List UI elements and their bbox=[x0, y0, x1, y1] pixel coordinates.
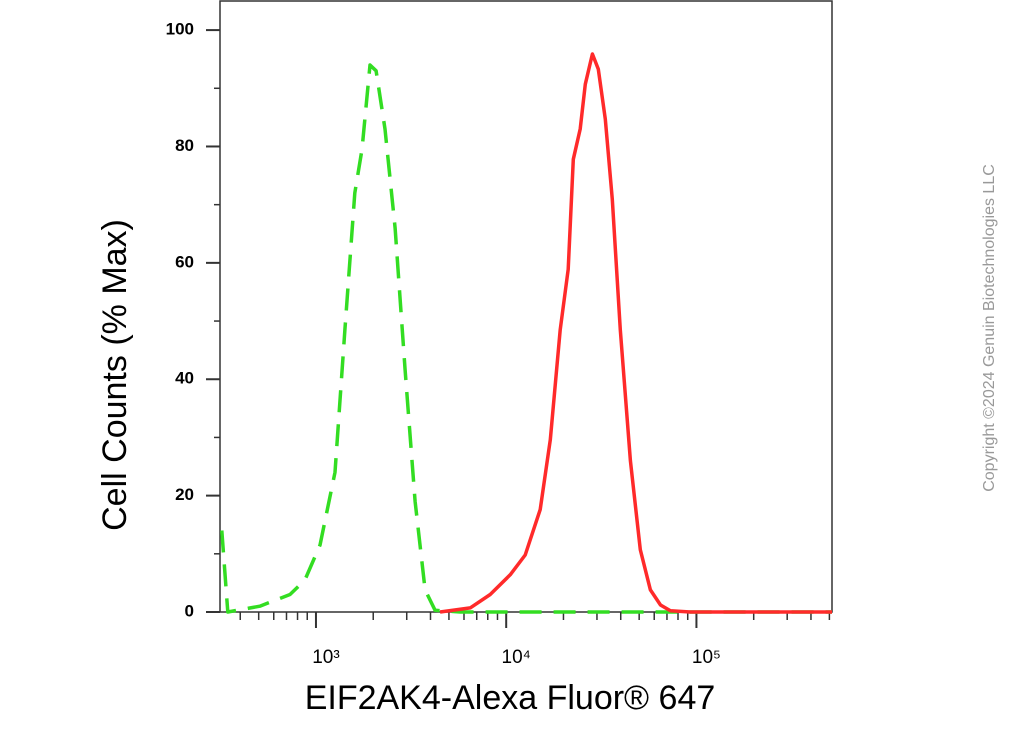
plot-frame bbox=[219, 0, 833, 613]
x-tick-label: 10⁵ bbox=[692, 647, 721, 668]
x-tick-label: 10³ bbox=[312, 647, 339, 668]
y-tick-label: 20 bbox=[175, 485, 194, 504]
y-tick-label: 80 bbox=[175, 136, 194, 155]
x-axis-label: EIF2AK4-Alexa Fluor® 647 bbox=[305, 679, 716, 717]
copyright: Copyright ©2024 Genuin Biotechnologies L… bbox=[981, 164, 998, 492]
y-tick-label: 60 bbox=[175, 252, 194, 271]
x-tick-label: 10⁴ bbox=[502, 647, 531, 668]
y-tick-label: 0 bbox=[185, 601, 194, 620]
series-line bbox=[439, 52, 832, 614]
series-line bbox=[220, 63, 832, 614]
y-tick-label: 100 bbox=[166, 20, 194, 39]
y-tick-label: 40 bbox=[175, 369, 194, 388]
y-axis-label: Cell Counts (% Max) bbox=[96, 219, 134, 531]
